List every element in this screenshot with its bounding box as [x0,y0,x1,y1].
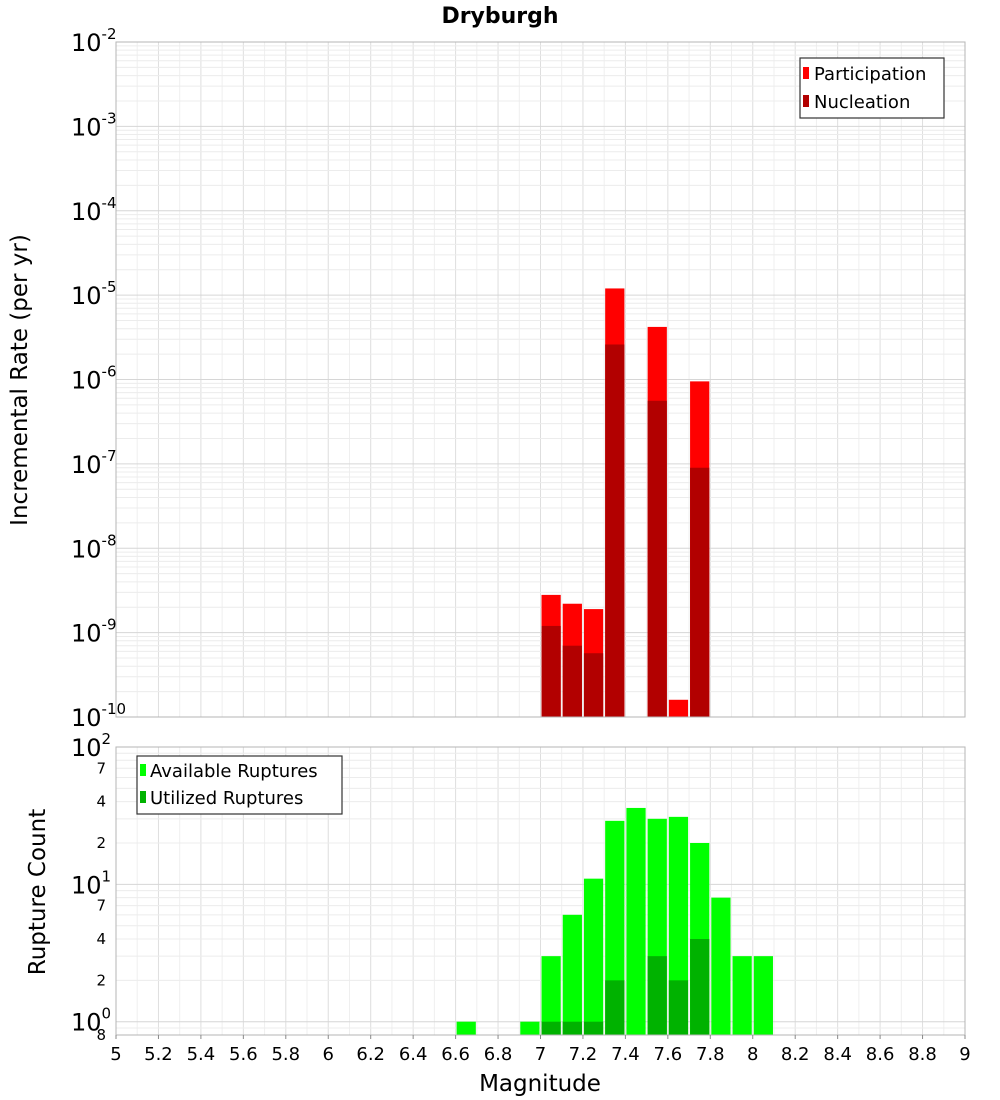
available-legend-label: Available Ruptures [150,761,318,782]
bottom-bar-available-ruptures [626,807,646,1035]
x-tick-label: 5.4 [187,1044,216,1065]
top-y-axis-label: Incremental Rate (per yr) [7,234,33,526]
bottom-y-tick-label: 7 [96,897,106,915]
bottom-bar-available-ruptures [753,956,773,1035]
top-y-tick-label: 10-7 [71,447,117,479]
bottom-bar-utilized-ruptures [605,980,625,1035]
bottom-y-axis-label: Rupture Count [25,809,51,975]
top-bar-nucleation [562,645,582,717]
bottom-legend: Available Ruptures Utilized Ruptures [136,755,343,815]
x-tick-label: 8.2 [781,1044,810,1065]
top-bar-nucleation [541,625,561,717]
top-legend-box [799,57,945,119]
x-tick-label: 8.6 [866,1044,895,1065]
x-tick-label: 7.2 [569,1044,598,1065]
bottom-bar-available-ruptures [562,914,582,1035]
x-tick-label: 7 [535,1044,546,1065]
bottom-bar-utilized-ruptures [668,980,689,1035]
bottom-bars [456,807,773,1035]
top-y-tick-label: 10-8 [71,531,117,563]
top-y-tick-label: 10-2 [71,25,117,57]
bottom-y-tick-label: 7 [96,759,106,777]
top-grid [115,42,966,718]
x-tick-label: 9 [959,1044,970,1065]
bottom-y-tick-label: 102 [71,730,111,762]
x-tick-label: 7.6 [654,1044,683,1065]
x-tick-label: 8.4 [823,1044,852,1065]
bottom-bar-available-ruptures [541,956,561,1035]
top-plot-border [115,41,966,718]
x-tick-label: 5.2 [144,1044,173,1065]
bottom-y-tick-label: 2 [96,834,106,852]
bottom-bar-utilized-ruptures [583,1021,604,1035]
nucleation-legend-swatch [803,95,809,107]
available-legend-swatch [140,764,146,776]
bottom-bar-utilized-ruptures [690,939,710,1035]
bottom-y-tick-label: 4 [96,930,106,948]
participation-legend-swatch [803,67,809,79]
x-tick-label: 6.4 [399,1044,428,1065]
utilized-legend-label: Utilized Ruptures [150,788,303,809]
x-tick-label: 6.6 [441,1044,470,1065]
x-tick-label: 5 [110,1044,121,1065]
top-bar-nucleation [583,653,604,717]
top-bar-participation [668,699,689,717]
x-tick-label: 8.8 [908,1044,937,1065]
bottom-bar-available-ruptures [456,1021,476,1035]
utilized-legend-swatch [140,791,146,803]
bottom-bar-available-ruptures [732,956,752,1035]
top-y-tick-label: 10-4 [71,194,117,226]
x-tick-labels: 5 5.2 5.4 5.6 5.8 6 6.2 6.4 6.6 6.8 7 7.2 7.4 7.6 7.8 8… [110,1035,971,1065]
x-tick-label: 6.8 [484,1044,513,1065]
x-axis-label: Magnitude [479,1071,601,1097]
incremental-rate-panel: 10-2 10-3 10-4 10-5 10-6 10-7 10-8 10-9 10-10 In… [7,25,966,732]
bottom-bar-available-ruptures [711,897,731,1035]
bottom-y-tick-label: 101 [71,867,111,899]
top-legend: Participation Nucleation [799,57,945,119]
top-y-tick-label: 10-6 [71,363,117,395]
bottom-y-tick-label: 100 [71,1005,111,1037]
bottom-bar-utilized-ruptures [562,1021,582,1035]
top-bar-nucleation [647,400,667,717]
top-y-tick-label: 10-10 [71,700,126,732]
participation-legend-label: Participation [814,64,926,85]
x-tick-label: 8 [747,1044,758,1065]
bottom-bar-utilized-ruptures [541,1021,561,1035]
top-y-tick-labels: 10-2 10-3 10-4 10-5 10-6 10-7 10-8 10-9 10-10 [71,25,126,732]
bottom-y-tick-label: 8 [96,1026,106,1044]
top-bars [541,288,710,717]
bottom-y-tick-label: 2 [96,971,106,989]
bottom-bar-available-ruptures [583,878,604,1035]
bottom-bar-utilized-ruptures [647,956,667,1035]
top-y-tick-label: 10-9 [71,616,117,648]
bottom-legend-box [136,755,343,815]
chart-title: Dryburgh [441,4,558,29]
top-y-tick-label: 10-3 [71,109,117,141]
nucleation-legend-label: Nucleation [814,92,910,113]
x-tick-label: 5.6 [229,1044,258,1065]
top-bar-nucleation [690,467,710,717]
top-y-tick-label: 10-5 [71,278,117,310]
top-bar-nucleation [605,344,625,717]
x-tick-label: 7.8 [696,1044,725,1065]
x-tick-label: 6.2 [356,1044,385,1065]
x-tick-label: 5.8 [271,1044,300,1065]
bottom-y-tick-label: 4 [96,793,106,811]
x-tick-label: 6 [323,1044,334,1065]
x-tick-label: 7.4 [611,1044,640,1065]
bottom-bar-available-ruptures [520,1021,540,1035]
